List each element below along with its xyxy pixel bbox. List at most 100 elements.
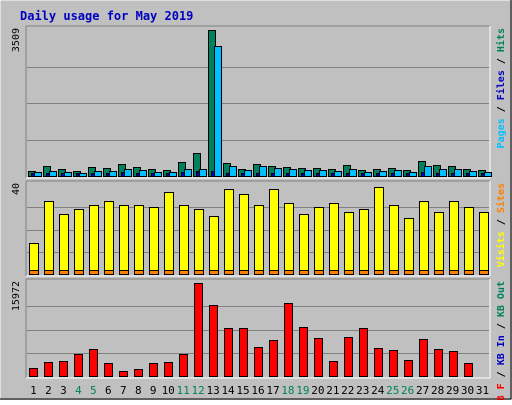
bar-pages-day-20 bbox=[319, 170, 327, 177]
bar-sites-day-14 bbox=[224, 270, 234, 275]
bar-visits-day-13 bbox=[209, 216, 219, 275]
bar-kb-f-day-18 bbox=[284, 303, 293, 377]
bar-sites-day-4 bbox=[74, 270, 84, 275]
bar-visits-day-8 bbox=[134, 205, 144, 275]
x-tick-label: 28 bbox=[431, 384, 444, 397]
x-tick-label: 4 bbox=[75, 384, 82, 397]
x-tick-label: 7 bbox=[120, 384, 127, 397]
bar-kb-f-day-2 bbox=[44, 362, 53, 377]
bar-visits-day-1 bbox=[29, 243, 39, 275]
bar-kb-f-day-4 bbox=[74, 354, 83, 377]
bar-sites-day-18 bbox=[284, 270, 294, 275]
bar-visits-day-19 bbox=[299, 214, 309, 275]
x-tick-label: 22 bbox=[341, 384, 354, 397]
bar-sites-day-5 bbox=[89, 270, 99, 275]
legend-part: KB F bbox=[496, 383, 507, 400]
x-tick-label: 3 bbox=[60, 384, 67, 397]
bar-pages-day-9 bbox=[154, 172, 162, 177]
bar-sites-day-30 bbox=[464, 270, 474, 275]
bar-kb-f-day-5 bbox=[89, 349, 98, 377]
bar-pages-day-1 bbox=[34, 172, 42, 177]
bar-kb-f-day-12 bbox=[194, 283, 203, 377]
legend-part: Sites bbox=[495, 183, 507, 213]
bar-pages-day-14 bbox=[229, 166, 237, 177]
x-tick-label: 1 bbox=[30, 384, 37, 397]
x-tick-label: 13 bbox=[206, 384, 219, 397]
bar-sites-day-13 bbox=[209, 270, 219, 275]
bar-kb-f-day-10 bbox=[164, 362, 173, 377]
bar-kb-f-day-9 bbox=[149, 363, 158, 377]
bar-pages-day-3 bbox=[64, 172, 72, 177]
bar-kb-f-day-17 bbox=[269, 340, 278, 377]
bar-kb-f-day-28 bbox=[434, 349, 443, 377]
x-tick-label: 15 bbox=[236, 384, 249, 397]
legend-part: Visits bbox=[495, 231, 507, 267]
bar-pages-day-11 bbox=[184, 169, 192, 177]
bar-visits-day-24 bbox=[374, 187, 384, 275]
bar-sites-day-9 bbox=[149, 270, 159, 275]
bar-visits-day-4 bbox=[74, 209, 84, 275]
bar-kb-f-day-20 bbox=[314, 338, 323, 377]
bar-visits-day-26 bbox=[404, 218, 414, 275]
bar-sites-day-27 bbox=[419, 270, 429, 275]
chart-panels: 3509 Pages / Files / Hits 40 Visits / Sites… bbox=[11, 25, 507, 405]
bar-pages-day-23 bbox=[364, 172, 372, 177]
bar-kb-f-day-30 bbox=[464, 363, 473, 377]
bar-kb-f-day-25 bbox=[389, 350, 398, 377]
bar-visits-day-12 bbox=[194, 209, 204, 275]
bar-visits-day-28 bbox=[434, 212, 444, 275]
bar-pages-day-12 bbox=[199, 169, 207, 177]
bar-pages-day-22 bbox=[349, 169, 357, 177]
bar-kb-f-day-27 bbox=[419, 339, 428, 377]
legend-part: / bbox=[496, 365, 507, 383]
bar-visits-day-22 bbox=[344, 212, 354, 275]
panel-top: 3509 Pages / Files / Hits bbox=[11, 25, 507, 179]
bar-visits-day-27 bbox=[419, 201, 429, 275]
bar-visits-day-10 bbox=[164, 192, 174, 275]
bar-kb-f-day-23 bbox=[359, 328, 368, 377]
bar-kb-f-day-7 bbox=[119, 371, 128, 377]
x-tick-label: 26 bbox=[401, 384, 414, 397]
bar-sites-day-1 bbox=[29, 270, 39, 275]
bar-pages-day-4 bbox=[79, 173, 87, 177]
bar-pages-day-10 bbox=[169, 172, 177, 177]
panel-top-ymax-label: 3509 bbox=[11, 28, 22, 52]
legend-part: Pages bbox=[496, 118, 507, 148]
bar-pages-day-5 bbox=[94, 171, 102, 177]
bar-sites-day-23 bbox=[359, 270, 369, 275]
x-tick-label: 8 bbox=[135, 384, 142, 397]
x-tick-label: 29 bbox=[446, 384, 459, 397]
bar-visits-day-3 bbox=[59, 214, 69, 275]
bar-visits-day-14 bbox=[224, 189, 234, 275]
bar-visits-day-31 bbox=[479, 212, 489, 275]
bar-pages-day-16 bbox=[259, 166, 267, 177]
bar-sites-day-3 bbox=[59, 270, 69, 275]
bar-sites-day-19 bbox=[299, 270, 309, 275]
bar-pages-day-7 bbox=[124, 169, 132, 177]
x-tick-label: 23 bbox=[356, 384, 369, 397]
bar-visits-day-17 bbox=[269, 189, 279, 275]
bar-visits-day-11 bbox=[179, 205, 189, 275]
bar-sites-day-11 bbox=[179, 270, 189, 275]
bar-visits-day-29 bbox=[449, 201, 459, 275]
x-tick-label: 17 bbox=[266, 384, 279, 397]
bar-kb-f-day-15 bbox=[239, 328, 248, 377]
bar-visits-day-20 bbox=[314, 207, 324, 275]
bar-kb-f-day-24 bbox=[374, 348, 383, 377]
legend-part: KB Out bbox=[496, 281, 507, 317]
bar-sites-day-15 bbox=[239, 270, 249, 275]
bar-pages-day-13 bbox=[214, 46, 222, 177]
x-tick-label: 21 bbox=[326, 384, 339, 397]
bar-sites-day-29 bbox=[449, 270, 459, 275]
legend-part: Files bbox=[495, 70, 507, 100]
legend-part: / bbox=[496, 317, 507, 335]
bar-sites-day-25 bbox=[389, 270, 399, 275]
x-tick-label: 12 bbox=[192, 384, 205, 397]
panel-middle-ymax-label: 40 bbox=[11, 183, 22, 195]
bar-kb-f-day-29 bbox=[449, 351, 458, 377]
bar-sites-day-8 bbox=[134, 270, 144, 275]
bar-pages-day-26 bbox=[409, 172, 417, 177]
bar-pages-day-8 bbox=[139, 170, 147, 177]
bar-kb-f-day-16 bbox=[254, 347, 263, 377]
